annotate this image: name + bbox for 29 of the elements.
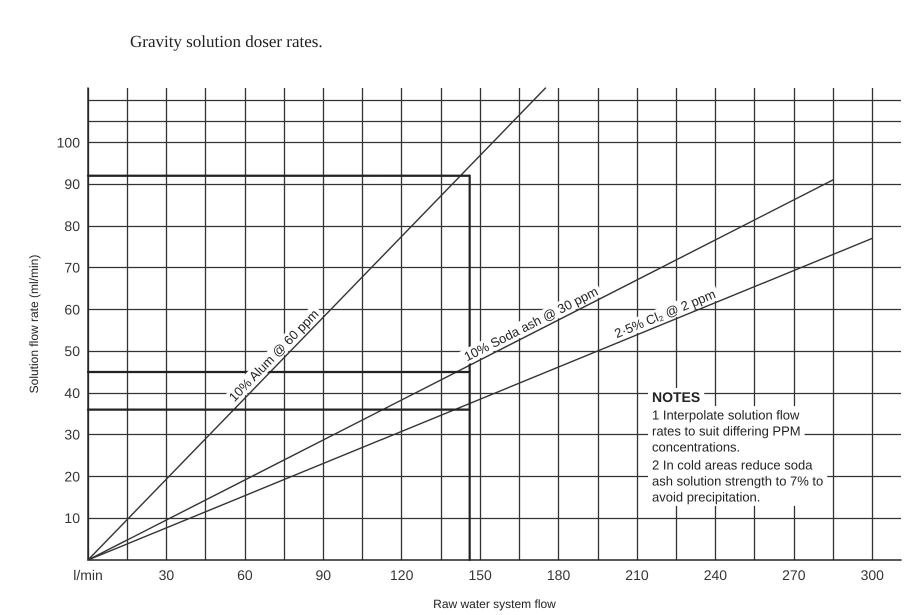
x-tick-label: 150 xyxy=(468,567,492,583)
x-tick-label: l/min xyxy=(73,567,103,583)
y-tick-label: 10 xyxy=(64,510,80,526)
x-tick-label: 120 xyxy=(390,567,414,583)
x-tick-label: 90 xyxy=(315,567,332,583)
y-tick-label: 100 xyxy=(56,134,80,150)
y-tick-label: 30 xyxy=(64,426,80,443)
x-tick-label: 30 xyxy=(158,567,174,583)
chart-title: Gravity solution doser rates. xyxy=(130,32,323,51)
x-tick-label: 60 xyxy=(237,567,253,583)
y-tick-label: 20 xyxy=(64,468,80,484)
x-tick-label: 300 xyxy=(860,567,884,583)
y-tick-label: 80 xyxy=(64,218,80,234)
text: 2·5% Cl₂ @ 2 ppm xyxy=(612,286,718,342)
y-tick-label: 50 xyxy=(64,343,80,360)
x-tick-label: 270 xyxy=(782,567,806,583)
x-axis-title: Raw water system flow xyxy=(433,597,556,611)
annotation: 1 Interpolate solution flow rates to suit differing PPM concentrations. xyxy=(652,408,801,454)
x-tick-label: 210 xyxy=(625,567,649,583)
y-tick-label: 40 xyxy=(64,384,80,401)
y-tick-label: 70 xyxy=(64,260,80,276)
annotation: 2 In cold areas reduce soda ash solution strength to 7% to avoid precipitation. xyxy=(652,458,824,504)
y-tick-label: 90 xyxy=(64,176,80,192)
y-axis-title: Solution flow rate (ml/min) xyxy=(27,254,41,394)
text: 10% Soda ash @ 30 ppm xyxy=(462,284,600,364)
y-tick-label: 60 xyxy=(64,301,80,318)
x-tick-label: 180 xyxy=(546,567,570,583)
x-tick-label: 240 xyxy=(704,567,728,583)
annotation: NOTES xyxy=(652,389,700,405)
